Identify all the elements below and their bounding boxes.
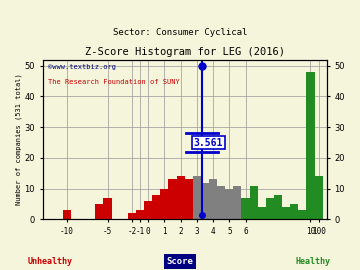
Bar xyxy=(242,198,249,220)
Bar xyxy=(193,176,201,220)
Bar xyxy=(290,204,298,220)
Text: Unhealthy: Unhealthy xyxy=(28,257,73,266)
Bar xyxy=(160,189,168,220)
Bar xyxy=(168,180,176,220)
Bar xyxy=(249,186,258,220)
Y-axis label: Number of companies (531 total): Number of companies (531 total) xyxy=(15,74,22,205)
Bar xyxy=(176,176,185,220)
Bar xyxy=(233,186,242,220)
Text: 3.561: 3.561 xyxy=(194,138,223,148)
Text: Score: Score xyxy=(167,257,193,266)
Bar xyxy=(258,207,266,220)
Bar xyxy=(225,189,233,220)
Bar xyxy=(217,186,225,220)
Bar xyxy=(95,204,103,220)
Text: Sector: Consumer Cyclical: Sector: Consumer Cyclical xyxy=(113,28,247,37)
Bar xyxy=(201,183,209,220)
Text: The Research Foundation of SUNY: The Research Foundation of SUNY xyxy=(48,79,180,85)
Bar xyxy=(103,198,112,220)
Bar xyxy=(128,213,136,220)
Bar xyxy=(306,72,315,220)
Bar xyxy=(209,180,217,220)
Text: Healthy: Healthy xyxy=(296,257,331,266)
Bar xyxy=(136,210,144,220)
Text: ©www.textbiz.org: ©www.textbiz.org xyxy=(48,64,116,70)
Bar xyxy=(274,195,282,220)
Bar xyxy=(298,210,306,220)
Bar xyxy=(282,207,290,220)
Bar xyxy=(144,201,152,220)
Bar xyxy=(185,180,193,220)
Bar xyxy=(63,210,71,220)
Title: Z-Score Histogram for LEG (2016): Z-Score Histogram for LEG (2016) xyxy=(85,48,285,58)
Bar xyxy=(315,176,323,220)
Bar xyxy=(152,195,160,220)
Bar xyxy=(266,198,274,220)
